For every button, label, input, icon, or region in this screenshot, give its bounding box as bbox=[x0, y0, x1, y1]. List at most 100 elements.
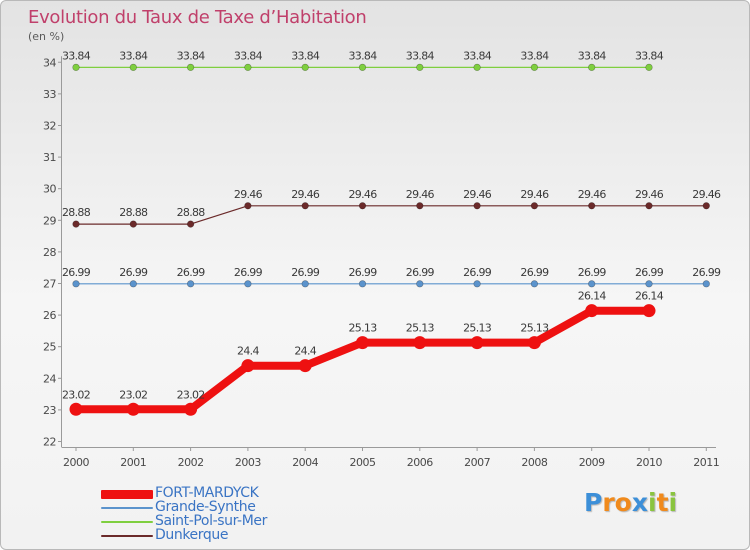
data-label-grande-synthe: 26.99 bbox=[406, 266, 435, 279]
data-label-saint-pol-sur-mer: 33.84 bbox=[349, 49, 378, 62]
legend-label: Dunkerque bbox=[155, 527, 229, 543]
data-label-saint-pol-sur-mer: 33.84 bbox=[177, 49, 206, 62]
data-label-fort-mardyck: 25.13 bbox=[463, 322, 492, 335]
y-tick-label: 30 bbox=[43, 183, 56, 196]
data-label-dunkerque: 29.46 bbox=[578, 188, 607, 201]
data-point-saint-pol-sur-mer bbox=[187, 63, 195, 71]
data-point-saint-pol-sur-mer bbox=[416, 63, 424, 71]
data-label-dunkerque: 29.46 bbox=[234, 188, 263, 201]
data-point-fort-mardyck bbox=[356, 336, 369, 350]
y-tick-label: 24 bbox=[43, 372, 56, 385]
x-tick-label: 2002 bbox=[178, 456, 204, 469]
data-point-saint-pol-sur-mer bbox=[645, 63, 653, 71]
y-tick-label: 25 bbox=[43, 341, 56, 354]
data-point-saint-pol-sur-mer bbox=[72, 63, 80, 71]
data-label-dunkerque: 28.88 bbox=[177, 206, 206, 219]
data-point-saint-pol-sur-mer bbox=[588, 63, 596, 71]
data-point-grande-synthe bbox=[416, 280, 424, 288]
data-point-grande-synthe bbox=[187, 280, 195, 288]
data-point-dunkerque bbox=[72, 220, 80, 228]
y-tick-label: 34 bbox=[43, 56, 56, 69]
data-point-grande-synthe bbox=[473, 280, 481, 288]
data-label-saint-pol-sur-mer: 33.84 bbox=[234, 49, 263, 62]
data-label-fort-mardyck: 25.13 bbox=[349, 322, 378, 335]
data-point-dunkerque bbox=[473, 202, 481, 210]
data-label-saint-pol-sur-mer: 33.84 bbox=[62, 49, 91, 62]
data-point-saint-pol-sur-mer bbox=[244, 63, 252, 71]
data-label-dunkerque: 29.46 bbox=[635, 188, 664, 201]
data-point-saint-pol-sur-mer bbox=[358, 63, 367, 71]
x-tick-label: 2010 bbox=[636, 456, 662, 469]
data-point-dunkerque bbox=[416, 202, 424, 210]
logo-letter: i bbox=[668, 488, 678, 517]
data-point-fort-mardyck bbox=[69, 402, 83, 416]
x-tick-label: 2007 bbox=[464, 456, 490, 469]
legend-label: Grande-Synthe bbox=[155, 499, 256, 515]
data-point-dunkerque bbox=[702, 202, 710, 210]
x-tick-label: 2003 bbox=[235, 456, 261, 469]
data-point-dunkerque bbox=[187, 220, 195, 228]
data-label-saint-pol-sur-mer: 33.84 bbox=[635, 49, 664, 62]
data-label-saint-pol-sur-mer: 33.84 bbox=[119, 49, 148, 62]
data-label-fort-mardyck: 23.02 bbox=[62, 388, 90, 401]
logo-letter: r bbox=[602, 488, 615, 517]
data-label-grande-synthe: 26.99 bbox=[349, 266, 378, 279]
logo-letter: o bbox=[614, 488, 632, 517]
data-label-dunkerque: 29.46 bbox=[463, 188, 492, 201]
data-label-saint-pol-sur-mer: 33.84 bbox=[406, 49, 435, 62]
x-tick-label: 2011 bbox=[693, 456, 719, 469]
y-tick-label: 27 bbox=[43, 278, 56, 291]
data-point-fort-mardyck bbox=[585, 304, 599, 318]
data-point-grande-synthe bbox=[301, 280, 309, 288]
data-label-fort-mardyck: 24.4 bbox=[294, 345, 316, 358]
legend-swatch bbox=[101, 521, 153, 523]
data-label-dunkerque: 28.88 bbox=[62, 206, 91, 219]
y-tick-label: 23 bbox=[43, 404, 56, 417]
data-point-dunkerque bbox=[358, 202, 367, 210]
data-label-grande-synthe: 26.99 bbox=[635, 266, 664, 279]
data-label-grande-synthe: 26.99 bbox=[291, 266, 320, 279]
data-point-saint-pol-sur-mer bbox=[129, 63, 137, 71]
data-label-grande-synthe: 26.99 bbox=[520, 266, 549, 279]
x-tick-label: 2009 bbox=[579, 456, 605, 469]
data-label-fort-mardyck: 23.02 bbox=[119, 388, 147, 401]
data-point-fort-mardyck bbox=[184, 402, 198, 416]
data-point-grande-synthe bbox=[72, 280, 80, 288]
legend-swatch bbox=[101, 507, 153, 509]
data-point-dunkerque bbox=[645, 202, 653, 210]
x-tick-label: 2004 bbox=[292, 456, 318, 469]
x-tick-label: 2005 bbox=[350, 456, 376, 469]
data-label-saint-pol-sur-mer: 33.84 bbox=[578, 49, 607, 62]
data-label-fort-mardyck: 25.13 bbox=[520, 322, 549, 335]
x-tick-label: 2000 bbox=[63, 456, 89, 469]
data-label-saint-pol-sur-mer: 33.84 bbox=[463, 49, 492, 62]
x-tick-label: 2001 bbox=[120, 456, 146, 469]
data-point-fort-mardyck bbox=[527, 336, 541, 350]
data-label-dunkerque: 28.88 bbox=[119, 206, 148, 219]
data-label-saint-pol-sur-mer: 33.84 bbox=[520, 49, 549, 62]
data-point-fort-mardyck bbox=[298, 359, 312, 373]
series-line-dunkerque bbox=[75, 205, 707, 225]
data-point-fort-mardyck bbox=[241, 359, 255, 373]
data-point-grande-synthe bbox=[530, 280, 539, 288]
data-label-dunkerque: 29.46 bbox=[406, 188, 435, 201]
chart-title: Evolution du Taux de Taxe d’Habitation bbox=[28, 7, 367, 28]
data-label-fort-mardyck: 26.14 bbox=[578, 290, 607, 303]
legend-label: Saint-Pol-sur-Mer bbox=[155, 513, 267, 529]
data-point-grande-synthe bbox=[645, 280, 653, 288]
legend-label: FORT-MARDYCK bbox=[155, 485, 259, 501]
data-point-fort-mardyck bbox=[126, 402, 140, 416]
data-label-grande-synthe: 26.99 bbox=[62, 266, 91, 279]
y-tick-label: 32 bbox=[43, 120, 56, 133]
y-tick-label: 26 bbox=[43, 309, 56, 322]
data-point-saint-pol-sur-mer bbox=[530, 63, 539, 71]
data-label-dunkerque: 29.46 bbox=[520, 188, 549, 201]
data-point-fort-mardyck bbox=[470, 336, 484, 350]
data-point-grande-synthe bbox=[129, 280, 137, 288]
data-label-grande-synthe: 26.99 bbox=[119, 266, 148, 279]
data-label-dunkerque: 29.46 bbox=[349, 188, 378, 201]
data-label-saint-pol-sur-mer: 33.84 bbox=[291, 49, 320, 62]
data-label-fort-mardyck: 24.4 bbox=[237, 345, 259, 358]
